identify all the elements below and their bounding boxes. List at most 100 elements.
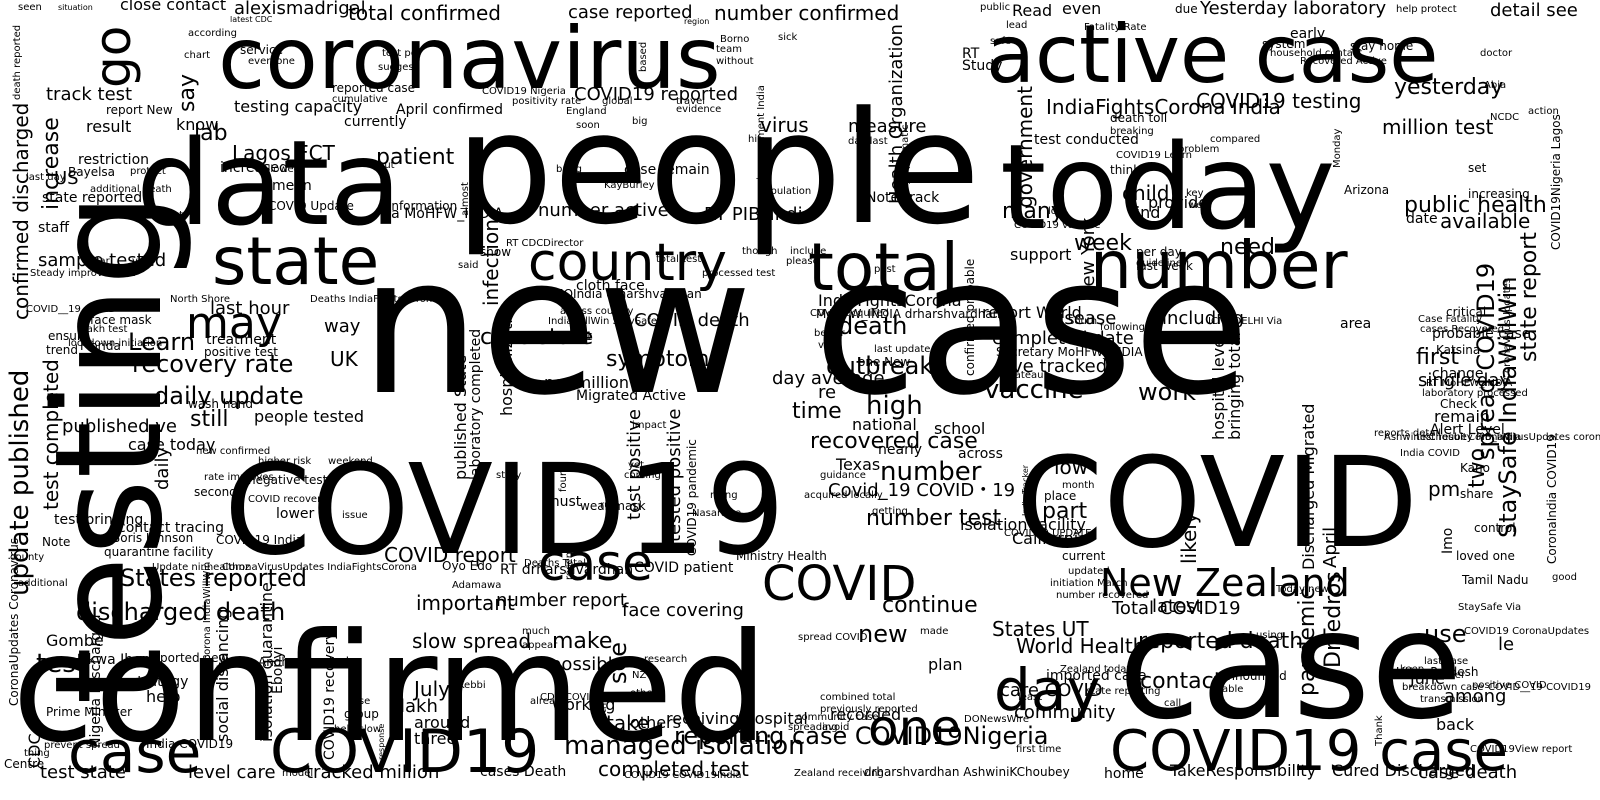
word-improvement-india: improvement India (756, 85, 767, 180)
word-test-completed: test completed (39, 359, 63, 510)
word-total: total (808, 229, 959, 306)
word-government: government (1013, 86, 1037, 208)
word-covid-19-covid19: COVID__19 COVID19 (1488, 682, 1591, 693)
word-highest: highest (146, 210, 183, 221)
word-ncdc: NCDC (1490, 112, 1519, 123)
word-avoid: avoid (822, 722, 849, 733)
word-reporting-case-covid19nigeria: reporting case COVID19Nigeria (674, 722, 1048, 750)
word-new: new (858, 620, 908, 648)
word-way: way (324, 316, 361, 337)
word-go: go (84, 26, 142, 88)
word-appear: appear (522, 640, 558, 651)
word-plan: plan (928, 655, 963, 674)
word-akwa-ibom: Akwa Ibom (78, 652, 155, 668)
word-lab: lab (194, 121, 228, 146)
word-two: two (1465, 448, 1490, 488)
word-steady-improvement: Steady improvement (30, 268, 135, 279)
word-rt-cdcdirector: RT CDCDirector (506, 238, 584, 249)
word-completed-date: completed date (992, 328, 1134, 349)
word-outbreak: outbreak (826, 352, 933, 380)
word-last-case: last case (1424, 656, 1468, 667)
word-rt-drharshvardhan: RT drharshvardhan (500, 562, 633, 578)
word-may: may (186, 298, 282, 349)
word-reported-death: reported death (1138, 629, 1303, 654)
word-south: South (1068, 316, 1097, 327)
word-coming: coming (624, 470, 661, 481)
word-think: think (1110, 163, 1140, 177)
word-coronavirus: coronavirus (218, 9, 721, 109)
word-covid19-covid19india: COVID19 COVID19India (624, 770, 742, 781)
word-support: support (1010, 245, 1071, 264)
word-rising: rising (710, 490, 738, 501)
word-texas: Texas (835, 455, 880, 474)
word-everyone: everyone (248, 56, 295, 67)
word-hit: hit (748, 134, 761, 145)
word-covid19view-report: COVID19View report (1470, 744, 1572, 755)
word-work: work (1138, 378, 1196, 406)
word-spreading: spreading (788, 722, 838, 733)
word-daily: daily (152, 447, 173, 490)
word-icmrdelhi-via: ICMRDELHI Via (1208, 316, 1282, 327)
word-already: already (530, 696, 567, 707)
word-cloth-face: cloth face (576, 278, 645, 294)
word-published-state: published State (451, 355, 470, 480)
word-read: Read (1012, 1, 1052, 20)
word-imo: Imo (1440, 528, 1456, 554)
word-update-published: update published (5, 370, 35, 596)
word-death-reported: death reported (12, 25, 23, 100)
word-august: August (550, 329, 592, 343)
word-cdc-covid19view: CDC COVID19View (540, 692, 633, 703)
word-case-today: case today (128, 435, 215, 454)
word-pmoindia-drharshvardhan: PMOIndia drharshvardhan (546, 287, 702, 301)
word-within: within (598, 694, 609, 724)
word-breakdown-case: breakdown case (1402, 682, 1483, 693)
word-new-case: new case (360, 216, 1250, 437)
word-rt-mohfw-india: RT MoHFW_INDIA (1426, 378, 1512, 389)
word-million-test: million test (1382, 115, 1494, 139)
word-april-confirmed: April confirmed (396, 102, 503, 118)
word-case-death: case death (1418, 762, 1517, 783)
word-state-reporting: state reporting (1086, 686, 1161, 697)
word-covid19nigeria-lagos: COVID19Nigeria Lagos (1549, 114, 1563, 250)
word-good: good (1552, 572, 1577, 583)
word-rise: rise (352, 696, 370, 707)
word-yet: yet (628, 460, 644, 471)
word-covid19-vaccine: COVID19 vaccine (1014, 220, 1100, 231)
word-doctor: doctor (1480, 48, 1513, 59)
word-slow-spread: slow spread (412, 629, 531, 653)
word-lockdown-initiation: lockdown initiation (68, 338, 162, 349)
word-lead: lead (1006, 20, 1027, 31)
word-number-report: number report (496, 590, 627, 611)
word-control: control (1474, 521, 1516, 535)
word-positive-test: positive test (204, 345, 278, 359)
word-keep: keep (1400, 664, 1424, 675)
word-disease: disease (1048, 308, 1116, 329)
word-likely: likely (1177, 512, 1201, 564)
word-note-track: Note track (866, 190, 940, 206)
word-india-tracker: India Tracker (1021, 464, 1030, 516)
word-covid: COVID (1016, 431, 1418, 576)
word-day-last: day last (848, 136, 888, 147)
word-total-confirmed: total confirmed (348, 1, 501, 25)
word-increasing: increasing (1468, 187, 1530, 201)
word-remain: remain (1434, 407, 1490, 426)
word-others: others (630, 713, 681, 732)
word-indiafightscorona: IndiaFightsCorona (818, 291, 962, 310)
word-cases-death: cases Death (480, 764, 566, 780)
word-covid19: COVID19 (224, 438, 785, 583)
word-higher-risk: higher risk (258, 456, 311, 467)
word-breaking: breaking (1110, 126, 1154, 137)
word-mohfw-india-drharshvardhan: MoHFW_INDIA drharshvardhan (816, 307, 1000, 321)
word-chart: chart (184, 50, 210, 61)
word-use: use (1424, 620, 1466, 648)
word-coronaindia-covid19: CoronaIndia COVID19 (1545, 434, 1559, 564)
word-reports-detail: reports detail (1374, 428, 1441, 439)
word-test-conducted: test conducted (1034, 132, 1139, 148)
word-recovered-case: recovered case (810, 429, 978, 454)
word-active-case: active case (986, 8, 1439, 101)
word-time: time (792, 399, 842, 424)
word-possible: possible (550, 654, 624, 675)
word-coronaupdates-coronavirus: CoronaUpdates Coronavirus (7, 538, 21, 706)
word-new-york: New York (1078, 217, 1099, 300)
word-including: including (1162, 308, 1244, 329)
